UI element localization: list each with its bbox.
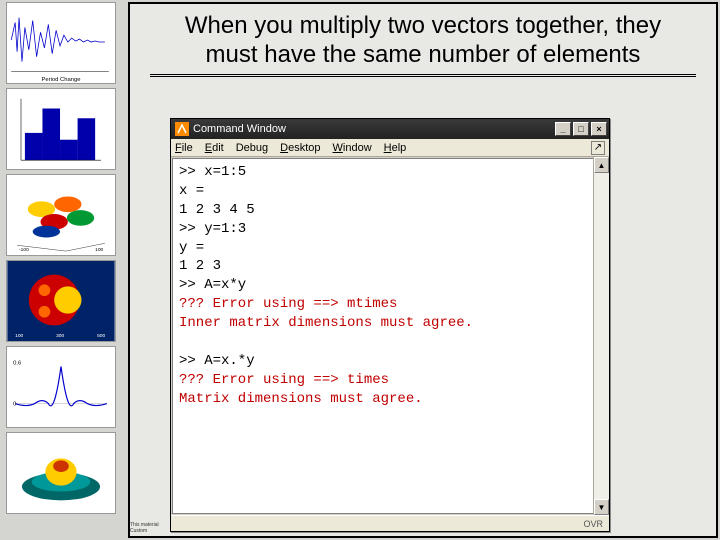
scroll-down-button[interactable]: ▼: [594, 499, 609, 515]
thumb-surface: -100 100: [6, 174, 116, 256]
svg-text:100: 100: [15, 333, 23, 339]
titlebar[interactable]: Command Window _ □ ×: [171, 119, 609, 139]
thumb-signal: Period Change: [6, 2, 116, 84]
scroll-track[interactable]: [594, 173, 609, 499]
console-line: 1 2 3 4 5: [179, 201, 601, 220]
console-line: ??? Error using ==> times: [179, 371, 601, 390]
window-title: Command Window: [193, 123, 555, 135]
footer-note: This material Custom: [130, 523, 159, 534]
console-line: ??? Error using ==> mtimes: [179, 295, 601, 314]
command-window: Command Window _ □ × File Edit Debug Des…: [170, 118, 610, 532]
console-line: >> y=1:3: [179, 220, 601, 239]
window-controls: _ □ ×: [555, 122, 607, 136]
console-line: Matrix dimensions must agree.: [179, 390, 601, 409]
console-line: >> A=x*y: [179, 276, 601, 295]
svg-text:-100: -100: [19, 247, 29, 253]
thumbnail-strip: Period Change -100 100: [6, 2, 124, 518]
menu-help[interactable]: Help: [384, 142, 407, 154]
app-icon: [175, 122, 189, 136]
thumb-bars: [6, 88, 116, 170]
console-line: >> x=1:5: [179, 163, 601, 182]
menu-debug[interactable]: Debug: [236, 142, 268, 154]
thumb-sinc: 0.6 0: [6, 346, 116, 428]
slide-title: When you multiply two vectors together, …: [150, 4, 696, 77]
console-line: x =: [179, 182, 601, 201]
maximize-button[interactable]: □: [573, 122, 589, 136]
dock-icon[interactable]: ↗: [591, 141, 605, 155]
thumb-hat: [6, 432, 116, 514]
console-line: 1 2 3: [179, 257, 601, 276]
scrollbar-vertical[interactable]: ▲ ▼: [593, 157, 609, 515]
menu-desktop[interactable]: Desktop: [280, 142, 320, 154]
console-line: Inner matrix dimensions must agree.: [179, 314, 601, 333]
status-ovr: OVR: [583, 519, 603, 529]
svg-text:0.6: 0.6: [13, 361, 21, 367]
console-line: y =: [179, 239, 601, 258]
menubar: File Edit Debug Desktop Window Help ↗: [171, 139, 609, 157]
console-line: [179, 333, 601, 352]
console-output[interactable]: >> x=1:5x = 1 2 3 4 5>> y=1:3y = 1 2 3>>…: [172, 158, 608, 514]
scroll-up-button[interactable]: ▲: [594, 157, 609, 173]
minimize-button[interactable]: _: [555, 122, 571, 136]
statusbar: OVR: [171, 515, 609, 531]
svg-text:Period Change: Period Change: [42, 77, 81, 83]
menu-file[interactable]: File: [175, 142, 193, 154]
menu-edit[interactable]: Edit: [205, 142, 224, 154]
svg-text:500: 500: [97, 333, 105, 339]
svg-text:300: 300: [56, 333, 64, 339]
thumb-fractal: 100 300 500: [6, 260, 116, 342]
close-button[interactable]: ×: [591, 122, 607, 136]
svg-text:100: 100: [95, 247, 103, 253]
menu-window[interactable]: Window: [333, 142, 372, 154]
console-line: >> A=x.*y: [179, 352, 601, 371]
